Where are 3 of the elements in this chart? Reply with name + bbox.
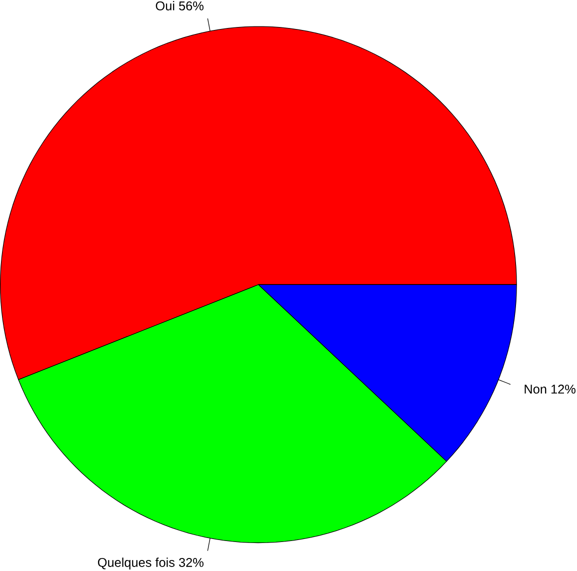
slice-label: Non 12% bbox=[524, 384, 576, 394]
slice-label: Quelques fois 32% bbox=[98, 558, 204, 570]
slice-label: Oui 56% bbox=[156, 1, 204, 11]
